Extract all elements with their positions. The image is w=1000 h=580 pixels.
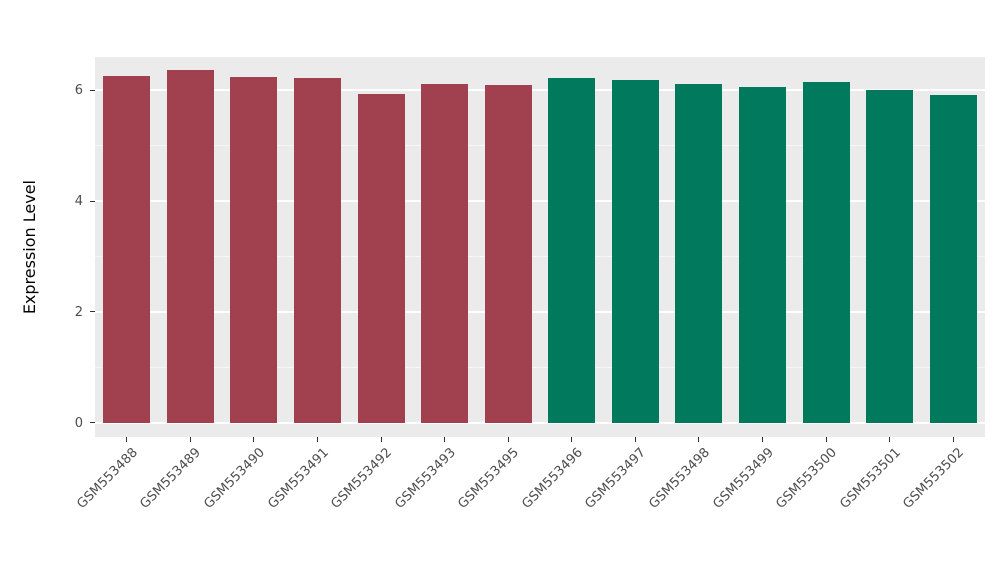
x-tick-label: GSM553500 — [773, 445, 840, 512]
y-tickmark — [90, 89, 95, 91]
x-tick-label: GSM553489 — [137, 445, 205, 512]
x-tickmark — [507, 437, 509, 442]
x-tick-label: GSM553499 — [709, 445, 777, 512]
bar-GSM553493 — [421, 83, 469, 423]
y-tick-label: 0 — [74, 415, 83, 431]
bar-GSM553497 — [611, 80, 659, 423]
x-tick-label: GSM553492 — [328, 445, 395, 512]
gridline-major — [95, 310, 985, 313]
bar-GSM553490 — [230, 76, 278, 423]
gridline-major — [95, 200, 985, 203]
x-tickmark — [380, 437, 382, 442]
gridline-major — [95, 421, 985, 424]
gridline-minor — [95, 255, 985, 257]
bar-GSM553492 — [357, 94, 405, 423]
x-tickmark — [253, 437, 255, 442]
bar-GSM553495 — [484, 84, 532, 423]
y-tickmark — [90, 422, 95, 424]
bar-GSM553500 — [802, 81, 850, 423]
x-tick-label: GSM553501 — [836, 445, 904, 512]
gridline-minor — [95, 145, 985, 147]
x-tick-label: GSM553493 — [391, 445, 459, 512]
x-tick-label: GSM553490 — [201, 445, 268, 512]
y-tickmark — [90, 200, 95, 202]
x-tickmark — [762, 437, 763, 442]
bar-GSM553501 — [866, 90, 914, 423]
x-tickmark — [825, 437, 827, 442]
x-tick-label: GSM553498 — [646, 445, 713, 512]
bar-GSM553502 — [929, 94, 977, 423]
x-tick-label: GSM553491 — [264, 445, 332, 512]
bar-GSM553499 — [738, 87, 786, 423]
x-tick-label: GSM553497 — [582, 445, 650, 512]
y-tick-label: 4 — [74, 194, 83, 210]
gridline-major — [95, 89, 985, 92]
bar-GSM553488 — [103, 76, 151, 423]
x-tick-label: GSM553502 — [900, 445, 968, 512]
y-tick-label: 2 — [74, 304, 83, 320]
y-tickmark — [90, 311, 95, 313]
x-tick-label: GSM553496 — [519, 445, 586, 512]
y-axis-title-container: Expression Level — [14, 57, 44, 437]
x-tickmark — [189, 437, 191, 442]
x-tickmark — [952, 437, 954, 442]
bar-GSM553491 — [293, 78, 341, 423]
x-tick-label: GSM553495 — [455, 445, 523, 512]
x-tickmark — [889, 437, 891, 442]
gridline-minor — [95, 366, 985, 368]
plot-panel — [95, 57, 985, 437]
x-tick-label: GSM553488 — [74, 445, 141, 512]
x-tickmark — [444, 437, 446, 442]
bar-GSM553489 — [166, 70, 214, 423]
bar-GSM553496 — [548, 78, 596, 423]
bar-GSM553498 — [675, 83, 723, 423]
x-tickmark — [126, 437, 128, 442]
x-tickmark — [317, 437, 318, 442]
y-tick-label: 6 — [74, 83, 83, 99]
x-tickmark — [698, 437, 700, 442]
x-tickmark — [571, 437, 573, 442]
x-tickmark — [634, 437, 636, 442]
